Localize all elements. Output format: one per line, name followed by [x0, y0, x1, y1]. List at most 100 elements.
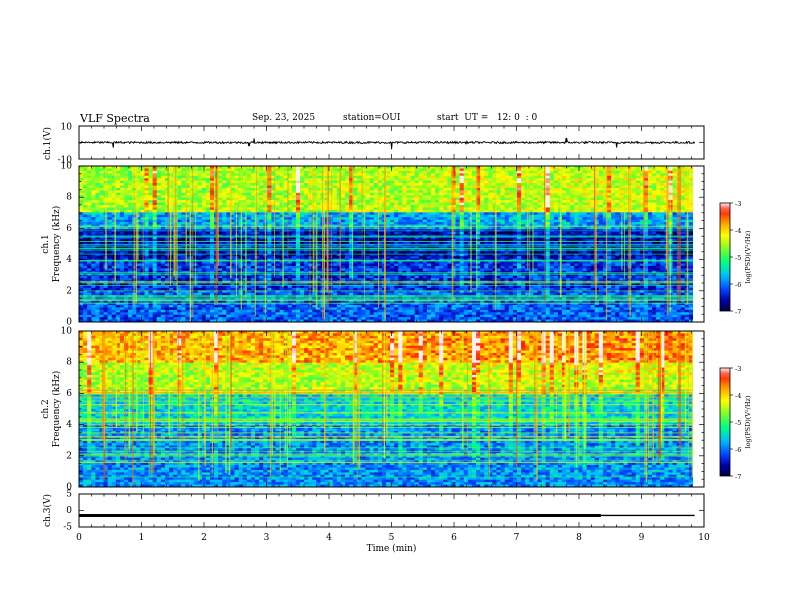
spectrogram-cell — [185, 261, 190, 264]
spectrogram-cell — [283, 275, 289, 279]
spectrogram-cell — [267, 175, 272, 179]
spectrogram-cell — [300, 302, 305, 306]
spectrogram-cell — [365, 195, 370, 199]
spectrogram-cell — [87, 319, 92, 323]
spectrogram-cell — [107, 236, 113, 240]
spectrogram-cell — [222, 275, 227, 279]
spectrogram-cell — [128, 304, 133, 308]
spectrogram-cell — [316, 317, 321, 320]
spectrogram-cell — [222, 292, 227, 296]
spectrogram-cell — [312, 209, 317, 213]
spectrogram-cell — [185, 239, 190, 242]
spectrogram-cell — [304, 304, 309, 308]
spectrogram-cell — [189, 307, 194, 311]
spectrogram-cell — [79, 241, 84, 245]
spectrogram-cell — [115, 168, 121, 172]
spectrogram-cell — [226, 180, 231, 184]
spectrogram-cell — [119, 256, 125, 259]
spectrogram-cell — [173, 285, 178, 289]
spectrogram-cell — [357, 180, 362, 184]
spectrogram-cell — [353, 309, 358, 313]
spectrogram-cell — [230, 319, 235, 323]
spectrogram-cell — [83, 217, 88, 220]
spectrogram-cell — [332, 212, 338, 216]
spectrogram-cell — [304, 190, 309, 194]
spectrogram-cell — [79, 253, 84, 257]
spectrogram-cell — [259, 197, 264, 201]
spectrogram-cell — [218, 178, 223, 181]
spectrogram-cell — [308, 170, 313, 174]
spectrogram-cell — [332, 168, 338, 172]
spectrogram-cell — [144, 302, 149, 306]
spectrogram-cell — [226, 287, 231, 291]
spectrogram-cell — [373, 275, 379, 279]
spectrogram-cell — [255, 207, 260, 211]
spectrogram-cell — [312, 253, 317, 257]
spectrogram-cell — [394, 270, 399, 274]
spectrogram-cell — [287, 212, 293, 216]
spectrogram-cell — [83, 200, 88, 203]
spectrogram-cell — [345, 183, 350, 186]
spectrogram-cell — [300, 197, 305, 201]
spectrogram-cell — [345, 265, 350, 269]
spectrogram-cell — [218, 265, 223, 269]
spectrogram-cell — [152, 278, 158, 281]
spectrogram-cell — [95, 292, 100, 296]
spectrogram-cell — [361, 275, 366, 279]
spectrogram-cell — [394, 170, 399, 174]
spectrogram-cell — [79, 183, 84, 186]
spectrogram-cell — [152, 302, 158, 306]
spectrogram-cell — [308, 268, 313, 272]
spectrogram-cell — [340, 178, 346, 181]
spectrogram-cell — [246, 275, 252, 279]
spectrogram-cell — [255, 256, 260, 259]
spectrogram-cell — [79, 244, 84, 247]
spectrogram-cell — [218, 173, 223, 177]
spectrogram-cell — [340, 187, 346, 191]
spectrogram-cell — [250, 304, 256, 308]
spectrogram-cell — [246, 287, 252, 291]
spectrogram-cell — [185, 212, 190, 216]
spectrogram-cell — [197, 280, 203, 284]
spectrogram-cell — [246, 270, 252, 274]
spectrogram-cell — [79, 236, 84, 240]
spectrogram-cell — [295, 190, 301, 194]
spectrogram-cell — [156, 214, 162, 218]
spectrogram-cell — [144, 192, 149, 196]
spectrogram-cell — [111, 166, 117, 169]
spectrogram-cell — [152, 209, 158, 213]
chart-title: VLF Spectra — [80, 112, 150, 125]
spectrogram-cell — [279, 183, 285, 186]
spectrogram-cell — [119, 309, 125, 313]
spectrogram-cell — [164, 200, 170, 203]
spectrogram-cell — [328, 268, 334, 272]
spectrogram-cell — [349, 170, 354, 174]
spectrogram-cell — [128, 275, 133, 279]
spectrogram-cell — [316, 209, 321, 213]
spectrogram-cell — [365, 314, 370, 318]
spectrogram-cell — [324, 292, 330, 296]
spectrogram-cell — [361, 314, 366, 318]
spectrogram-cell — [353, 319, 358, 323]
spectrogram-cell — [283, 253, 289, 257]
spectrogram-cell — [79, 168, 84, 172]
spectrogram-cell — [316, 190, 321, 194]
spectrogram-cell — [255, 197, 260, 201]
spectrogram-cell — [295, 302, 301, 306]
spectrogram-cell — [128, 166, 133, 169]
spectrogram-cell — [99, 168, 104, 172]
spectrogram-cell — [349, 317, 354, 320]
spectrogram-cell — [328, 217, 334, 220]
spectrogram-cell — [361, 226, 366, 230]
spectrogram-cell — [365, 312, 370, 316]
spectrogram-cell — [259, 168, 264, 172]
spectrogram-cell — [340, 253, 346, 257]
spectrogram-cell — [152, 290, 158, 294]
spectrogram-cell — [91, 226, 96, 230]
spectrogram-cell — [91, 268, 96, 272]
spectrogram-cell — [181, 173, 186, 177]
spectrogram-cell — [164, 183, 170, 186]
spectrogram-cell — [156, 261, 162, 264]
spectrogram-cell — [390, 183, 395, 186]
spectrogram-cell — [345, 202, 350, 206]
